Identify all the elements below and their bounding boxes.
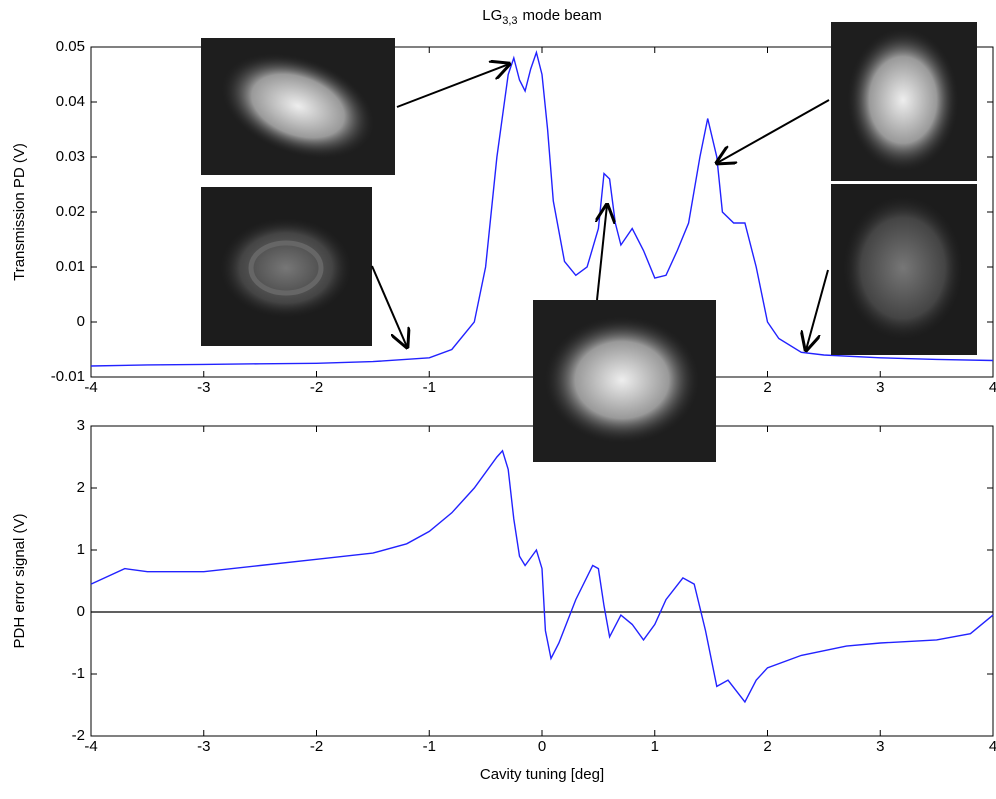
beam-image [201,38,395,175]
y-tick-label: 2 [77,479,85,496]
y-tick-label: 3 [77,417,85,434]
x-tick-label: 1 [651,738,659,755]
data-line [90,50,994,367]
x-tick-label: -3 [197,738,210,755]
y-tick-label: -0.01 [51,368,85,385]
y-axis-label: Transmission PD (V) [11,143,28,281]
y-tick-label: -1 [72,665,85,682]
data-line [90,449,994,704]
title-subscript: 3,3 [502,15,517,27]
x-tick-label: -1 [423,738,436,755]
x-tick-label: -3 [197,379,210,396]
beam-image [201,187,372,346]
chart-title: LG3,3 mode beam [482,7,602,27]
x-tick-label: 3 [876,738,884,755]
y-tick-label: 0 [77,603,85,620]
y-tick-label: 0.05 [56,38,85,55]
beam-image [831,184,977,355]
y-axis-label: PDH error signal (V) [11,513,28,648]
insets [201,22,977,462]
x-tick-label: -2 [310,379,323,396]
x-tick-label: -1 [423,379,436,396]
x-tick-label: 2 [763,738,771,755]
x-tick-label: 4 [989,738,996,755]
x-axis-label: Cavity tuning [deg] [480,766,604,783]
title-main: LG [482,7,502,24]
y-tick-label: 0.03 [56,148,85,165]
y-tick-label: 0 [77,313,85,330]
arrows [371,64,830,350]
x-tick-label: 3 [876,379,884,396]
y-tick-label: 0.01 [56,258,85,275]
y-tick-label: -2 [72,727,85,744]
x-tick-label: -2 [310,738,323,755]
y-tick-label: 0.02 [56,203,85,220]
y-tick-label: 0.04 [56,93,85,110]
x-tick-label: 4 [989,379,996,396]
x-tick-label: 0 [538,738,546,755]
x-tick-label: -4 [84,379,97,396]
x-tick-label: 2 [763,379,771,396]
beam-image [831,22,977,181]
title-suffix: mode beam [523,7,602,24]
beam-image [533,300,716,462]
y-tick-label: 1 [77,541,85,558]
x-tick-label: -4 [84,738,97,755]
